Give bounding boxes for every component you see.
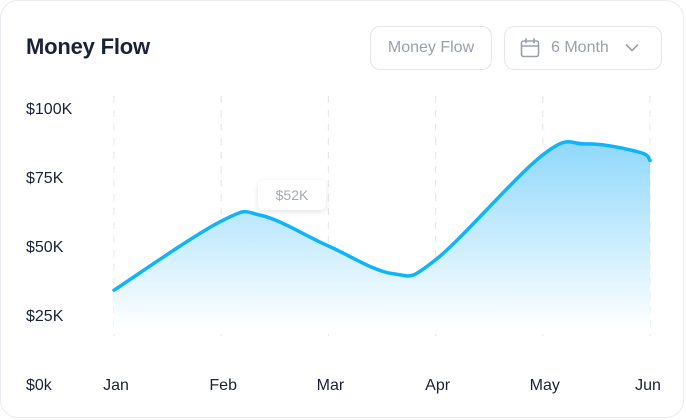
money-flow-filter-label: Money Flow [387, 39, 475, 56]
x-tick-label: May [530, 377, 560, 394]
tooltip-layer: $52K [258, 180, 326, 210]
y-tick-label: $0k [26, 377, 53, 394]
money-flow-filter-button[interactable]: Money Flow [370, 26, 492, 70]
x-tick-label: Apr [425, 377, 451, 394]
y-tick-label: $100K [26, 101, 73, 118]
series-area-fill [114, 141, 650, 328]
period-select[interactable]: 6 Month [504, 26, 662, 70]
area-layer [112, 140, 652, 328]
x-tick-label: Feb [209, 377, 237, 394]
y-tick-label: $75K [26, 170, 64, 187]
y-axis: $0k $25K $50K $75K $100K [26, 101, 73, 394]
x-tick-label: Mar [317, 377, 345, 394]
x-tick-label: Jun [635, 377, 661, 394]
period-select-label: 6 Month [551, 39, 609, 56]
chevron-down-icon [625, 44, 639, 52]
calendar-icon [520, 37, 540, 58]
y-tick-label: $50K [26, 239, 64, 256]
tooltip-value: $52K [276, 187, 309, 203]
y-tick-label: $25K [26, 308, 64, 325]
tooltip-box [258, 180, 326, 210]
x-tick-label: Jan [103, 377, 129, 394]
series-line [112, 140, 652, 292]
card-title: Money Flow [26, 34, 150, 59]
x-axis: Jan Feb Mar Apr May Jun [103, 377, 661, 394]
